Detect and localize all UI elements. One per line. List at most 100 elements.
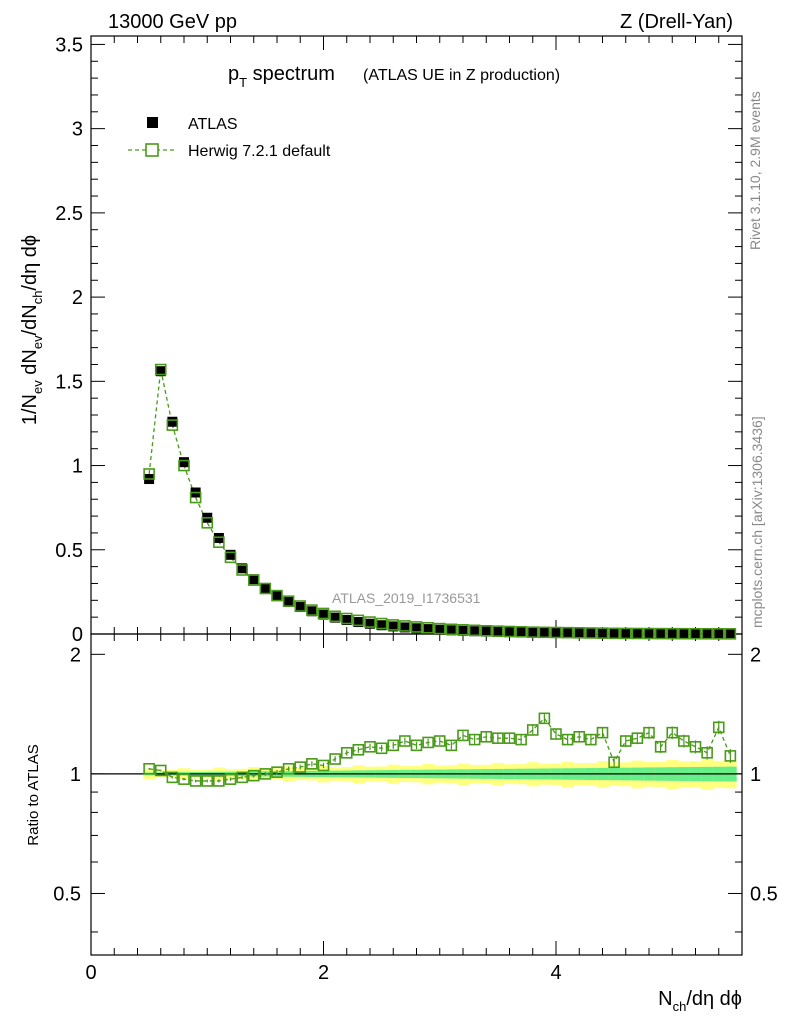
mc-ratio-point (689, 741, 702, 753)
mc-ratio-point (422, 736, 434, 749)
mc-ratio-point (573, 730, 586, 743)
mc-point (596, 627, 609, 639)
mc-point (236, 564, 248, 576)
y-axis-label-ratio: Ratio to ATLAS (25, 744, 42, 845)
data-point (365, 618, 375, 629)
mc-ratio-point (317, 759, 330, 772)
data-point (574, 628, 585, 639)
mc-ratio-point (282, 762, 295, 775)
data-point (469, 626, 480, 637)
mc-ratio-point (654, 741, 667, 753)
y-tick-label-main: 2 (72, 287, 83, 309)
mc-point (468, 624, 481, 637)
data-point (330, 612, 341, 623)
mc-point (573, 627, 586, 639)
mc-point (154, 363, 167, 376)
mc-ratio-point (643, 726, 655, 739)
legend-data-label: ATLAS (188, 116, 238, 133)
mc-point (189, 491, 202, 504)
mc-ratio-point (236, 771, 248, 784)
x-axis-label: Nch/dη dϕ (658, 988, 742, 1014)
data-point (283, 596, 294, 607)
data-point (434, 624, 445, 635)
y-tick-label-main: 2.5 (55, 203, 83, 225)
mc-ratio-point (387, 739, 400, 752)
mc-ratio-point (143, 762, 155, 775)
mc-point (712, 628, 725, 640)
data-point (690, 628, 701, 639)
mc-point (306, 604, 318, 616)
header-right: Z (Drell-Yan) (620, 11, 733, 33)
plot-title-small: (ATLAS UE in Z production) (363, 67, 560, 84)
y-tick-label-ratio: 0.5 (53, 883, 81, 905)
mc-ratio-point (666, 726, 679, 739)
mc-ratio-point (445, 739, 458, 752)
data-point (725, 628, 736, 639)
data-point (609, 628, 620, 639)
data-point (411, 623, 422, 634)
mc-ratio-point (306, 758, 318, 770)
mc-ratio-point (375, 742, 388, 755)
mc-point (526, 626, 539, 638)
rivet-label: Rivet 3.1.10, 2.9M events (747, 91, 763, 250)
mc-point (631, 627, 644, 640)
data-point (399, 622, 410, 633)
data-point (318, 609, 329, 620)
mc-point (492, 625, 504, 637)
mc-point (247, 574, 260, 586)
data-point (353, 617, 364, 628)
mc-ratio-point (410, 739, 423, 752)
axis-ticks: 00.511.522.533.50 2 40.5 0.51 12 2 (53, 34, 778, 984)
mc-ratio-point (480, 730, 493, 743)
mc-ratio-point (561, 733, 574, 746)
data-point (388, 621, 399, 632)
y-tick-label-main: 0 (72, 624, 83, 646)
data-point (446, 625, 457, 636)
mc-ratio-point (294, 761, 307, 773)
plot-title: pT spectrum (228, 63, 335, 90)
watermark: ATLAS_2019_I1736531 (332, 590, 481, 606)
mc-point (410, 621, 423, 633)
mc-point (503, 625, 516, 638)
mc-point (282, 595, 295, 607)
mc-point (224, 551, 237, 564)
mc-point (387, 619, 400, 631)
legend-mc-marker (145, 143, 159, 157)
data-point (237, 563, 248, 574)
y-tick-label-ratio-right: 2 (750, 644, 761, 666)
data-point (341, 615, 352, 626)
mc-ratio-point (724, 750, 737, 762)
mc-ratio-point (399, 735, 411, 747)
data-point (376, 620, 387, 631)
mc-point (375, 617, 388, 630)
mc-ratio-point (352, 743, 365, 756)
y-tick-label-ratio: 1 (70, 764, 81, 786)
mc-ratio-point (247, 769, 260, 782)
legend-mc-label: Herwig 7.2.1 default (188, 143, 331, 160)
mc-ratio-point (329, 753, 341, 765)
mc-point (538, 626, 551, 639)
mc-point (213, 536, 225, 548)
data-point (272, 591, 282, 602)
mc-ratio-point (364, 741, 376, 753)
y-tick-label-main: 1.5 (55, 371, 83, 393)
mc-ratio-point (178, 773, 190, 785)
mc-point (329, 610, 341, 623)
data-point (458, 625, 468, 636)
ratio-plot-frame (90, 633, 743, 956)
mc-ratio-point (631, 732, 644, 744)
mc-point (271, 589, 283, 602)
data-point (225, 549, 236, 560)
mc-point (689, 627, 702, 640)
data-point (585, 628, 596, 639)
mc-point (643, 627, 655, 640)
mc-point (399, 620, 411, 632)
mc-ratio-point (608, 756, 620, 769)
data-point (167, 416, 178, 427)
data-point (260, 583, 271, 594)
mc-point (143, 468, 155, 480)
mc-ratio-point (701, 747, 713, 759)
mc-ratio-point (189, 775, 202, 787)
data-point (481, 626, 492, 637)
